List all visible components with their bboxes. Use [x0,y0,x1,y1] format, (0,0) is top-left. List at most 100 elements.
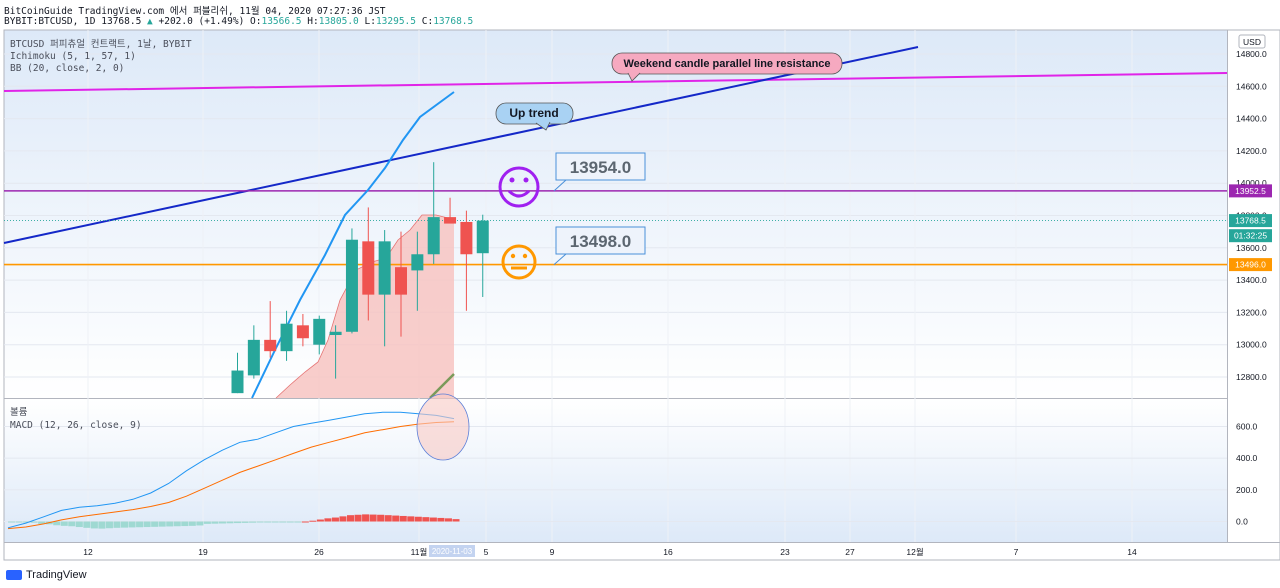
callout-pointer [553,179,567,192]
price-axis-badge-label: 13768.5 [1235,216,1266,226]
macd-histogram-bar [271,521,279,523]
signal-line [7,421,455,530]
price-axis-badge [1229,258,1272,272]
macd-histogram-bar [241,521,249,523]
macd-histogram-bar [75,521,83,528]
candle-body [362,241,375,295]
candle-body [280,323,293,352]
price-axis-badge-label: 13496.0 [1235,260,1266,270]
macd-histogram-bar [136,521,144,528]
macd-histogram-bar [399,515,407,522]
macd-histogram-bar [301,521,309,523]
macd-histogram-bar [38,521,46,524]
macd-histogram-bar [151,521,159,527]
legend-ichimoku: Ichimoku (5, 1, 57, 1) [10,51,136,62]
uptrend-line [3,46,919,244]
macd-histogram-bar [196,521,204,526]
macd-pane-background [4,399,1227,542]
callout-box [555,152,646,181]
macd-histogram-bar [23,521,31,523]
macd-histogram-bar [105,521,113,529]
neutral-face-icon [501,244,537,280]
time-tick-label: 9 [550,547,555,557]
price-axis[interactable]: 12800.013000.013200.013400.013600.013800… [1229,49,1272,382]
macd-histogram-bar [218,521,226,524]
low-value: 13295.5 [375,16,416,27]
macd-histogram-bar [339,516,347,522]
crosshair-date-badge [429,545,475,557]
close-value: 13768.5 [433,16,474,27]
price-pane-background [4,30,1227,398]
macd-axis[interactable]: 0.0 200.0 400.0 600.0 [1236,422,1258,527]
macd-tick-label: 200.0 [1236,485,1258,495]
candle-body [476,220,489,254]
candle-body [264,339,277,352]
price-tick-label: 14600.0 [1236,81,1267,91]
price-axis-badge-label: 01:32:25 [1234,231,1267,241]
macd-tick-label: 600.0 [1236,422,1258,432]
published-info: BitCoinGuide TradingView.com 에서 퍼블리쉬, 11… [4,6,386,17]
last-price: 13768.5 [101,16,142,27]
currency-label: USD [1243,37,1261,47]
candle-body [231,370,244,394]
candle-body [313,318,326,345]
macd-histogram-bar [128,521,136,528]
macd-histogram-bar [331,517,339,522]
macd-series [7,411,460,530]
price-tick-label: 13000.0 [1236,340,1267,350]
price-tick-label: 14000.0 [1236,178,1267,188]
footer-brand[interactable]: TradingView [6,569,87,581]
macd-tick-label: 400.0 [1236,453,1258,463]
macd-highlight-ellipse [416,393,470,461]
macd-histogram-bar [294,521,302,523]
macd-histogram-bar [437,517,445,522]
time-tick-label: 7 [1014,547,1019,557]
symbol-summary: BYBIT:BTCUSD, 1D 13768.5 ▲ +202.0 (+1.49… [4,16,474,27]
crosshair-date-label: 2020-11-03 [432,547,473,556]
time-tick-label: 26 [314,547,324,557]
macd-histogram-bar [188,521,196,526]
macd-histogram-bar [256,521,264,523]
price-tick-label: 13200.0 [1236,307,1267,317]
macd-tick-label: 0.0 [1236,517,1248,527]
candle-body [427,217,440,255]
price-axis-badge-label: 13952.5 [1235,186,1266,196]
macd-histogram-bar [203,521,211,524]
price-axis-badge [1229,229,1272,243]
macd-histogram-bar [429,517,437,522]
legend-title: BTCUSD 퍼피츄얼 컨트랙트, 1날, BYBIT [10,39,192,50]
macd-histogram-bar [309,520,317,522]
macd-histogram-bar [166,521,174,527]
time-tick-label: 27 [845,547,855,557]
lagging-span [429,373,455,399]
price-change: +202.0 (+1.49%) [158,16,245,27]
macd-histogram-bar [377,514,385,522]
macd-histogram-bar [264,521,272,523]
annotations: Weekend candle parallel line resistance U… [416,52,843,461]
macd-histogram-bar [279,521,287,523]
currency-badge[interactable] [1238,34,1266,49]
resistance-balloon-tail [627,72,641,82]
high-value: 13805.0 [318,16,359,27]
time-axis[interactable]: 12 19 26 11월 5 9 16 23 27 12월 7 14 2020-11-03 [83,545,1137,557]
legend-volume: 볼륨 [10,407,28,418]
uptrend-balloon [495,102,574,125]
macd-histogram-bar [30,521,38,523]
candle-body [378,241,391,295]
chart-border [3,29,1280,561]
macd-histogram-bar [211,521,219,524]
tradingview-logo-icon [6,570,22,580]
legend-macd: MACD (12, 26, close, 9) [10,420,142,431]
macd-histogram-bar [286,521,294,523]
price-tick-label: 13400.0 [1236,275,1267,285]
time-tick-label: 12 [83,547,93,557]
macd-histogram-bar [234,521,242,524]
macd-histogram-bar [324,518,332,522]
open-value: 13566.5 [261,16,302,27]
callout-value: 13498.0 [570,232,631,251]
macd-histogram-bar [68,521,76,527]
candle-body [411,254,424,271]
macd-histogram-bar [53,521,61,526]
macd-histogram-bar [369,514,377,522]
